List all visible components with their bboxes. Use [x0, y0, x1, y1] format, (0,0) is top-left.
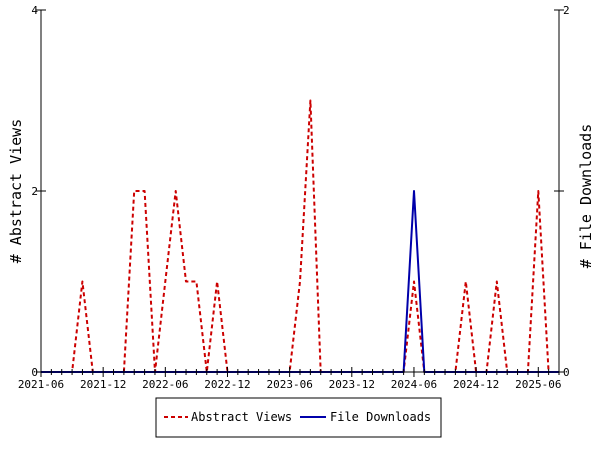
- x-tick-label: 2021-12: [80, 378, 126, 391]
- axes: 2021-06 2021-12 2022-06 2022-12 2023-06 2023-…: [18, 4, 570, 391]
- x-tick-label: 2024-12: [453, 378, 499, 391]
- y-tick-label-left: 2: [31, 185, 38, 198]
- legend-label-abstract-views: Abstract Views: [191, 410, 292, 424]
- x-tick-label: 2022-06: [142, 378, 188, 391]
- x-tick-label: 2025-06: [515, 378, 561, 391]
- y-tick-label-right: 2: [563, 4, 570, 17]
- y-axis-title-right: # File Downloads: [577, 124, 595, 269]
- legend-label-file-downloads: File Downloads: [330, 410, 431, 424]
- series-line-abstract-views: [41, 99, 559, 373]
- y-tick-label-left: 0: [31, 366, 38, 379]
- series-line-file-downloads: [41, 190, 559, 373]
- x-tick-label: 2021-06: [18, 378, 64, 391]
- legend: Abstract Views File Downloads: [155, 397, 442, 438]
- plot-area: [41, 99, 559, 373]
- x-tick-label: 2022-12: [204, 378, 250, 391]
- y-tick-label-right: 0: [563, 366, 570, 379]
- y-tick-label-left: 4: [31, 4, 38, 17]
- legend-box: [155, 397, 442, 438]
- x-tick-label: 2024-06: [391, 378, 437, 391]
- x-tick-label: 2023-06: [266, 378, 312, 391]
- x-tick-label: 2023-12: [329, 378, 375, 391]
- y-axis-title-left: # Abstract Views: [7, 119, 25, 264]
